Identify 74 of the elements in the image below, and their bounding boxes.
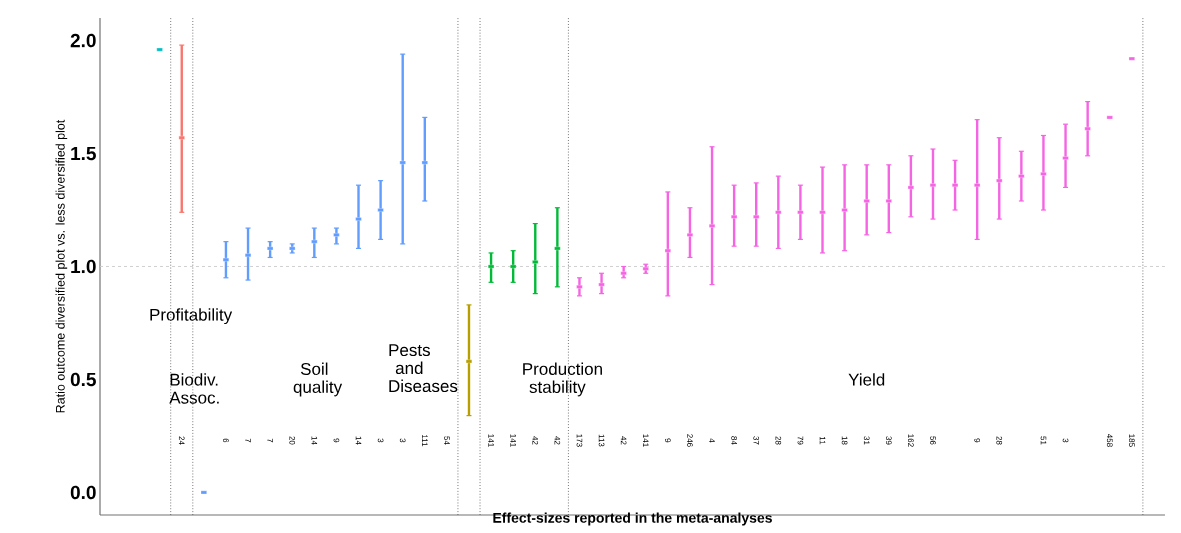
x-tick-label: 28 [775,436,782,445]
point [1084,126,1091,131]
x-tick-label: 54 [444,436,450,445]
y-tick-label: 0.0 [70,485,96,500]
x-tick-label: 111 [422,434,428,447]
point [797,210,804,215]
x-tick-label: 3 [377,438,384,443]
x-tick-label: 113 [598,434,605,447]
point [510,264,517,269]
x-tick-label: 185 [1129,434,1135,447]
x-tick-label: 14 [355,436,362,445]
annotation: Profitability [150,308,233,325]
point [554,246,561,251]
point [996,178,1003,183]
x-tick-label: 141 [488,434,494,447]
x-tick-label: 18 [841,436,848,445]
x-tick-label: 6 [223,438,229,443]
x-tick-label: 9 [333,438,340,443]
y-axis-title: Ratio outcome diversified plot vs. less diversified plot [55,119,68,413]
point [267,246,274,251]
x-tick-label: 24 [178,436,185,445]
x-tick-label: 37 [753,436,760,445]
point [1106,115,1113,120]
point [819,210,826,215]
x-tick-label: 14 [311,436,318,445]
x-tick-label: 84 [731,436,737,445]
x-tick-label: 39 [885,436,892,445]
y-tick-label: 1.5 [71,146,96,161]
x-tick-label: 11 [819,436,826,445]
x-tick-label: 56 [930,436,936,445]
x-tick-label: 42 [554,436,561,445]
x-tick-label: 3 [1062,438,1069,443]
annotation: Biodiv. Assoc. [169,373,219,404]
point [421,160,428,165]
x-tick-label: 246 [687,434,693,447]
y-tick-label: 2.0 [70,33,96,48]
y-tick-label: 0.5 [70,372,96,387]
x-tick-label: 42 [532,436,539,445]
x-tick-label: 28 [996,436,1003,445]
x-axis-title: Effect-sizes reported in the meta-analyses [493,512,772,526]
point [399,160,406,165]
y-tick-label: 1.0 [71,259,96,274]
x-tick-label: 79 [797,436,804,445]
x-tick-label: 42 [620,436,627,445]
annotation: Soil quality [293,362,343,397]
x-tick-label: 4 [709,438,715,443]
point [664,248,671,253]
point [222,257,229,262]
x-tick-label: 7 [245,438,251,443]
point [200,490,207,495]
point [620,271,627,276]
x-tick-label: 173 [576,434,583,447]
point [311,239,318,244]
point [907,185,914,190]
point [156,47,163,52]
x-tick-label: 9 [665,438,671,443]
x-tick-label: 141 [510,434,516,447]
point [488,264,495,269]
x-tick-label: 51 [1040,436,1047,445]
x-tick-label: 31 [863,436,870,445]
x-tick-label: 141 [642,434,649,447]
x-tick-label: 9 [974,438,980,443]
annotation: Pests and Diseases [389,344,458,393]
x-tick-label: 3 [399,438,406,443]
annotation: Production stability [523,362,602,397]
x-tick-label: 20 [289,436,296,445]
point [598,282,605,287]
x-tick-label: 458 [1106,433,1113,447]
annotation: Yield [848,373,885,386]
point [178,135,185,140]
x-tick-label: 162 [908,434,914,447]
x-tick-label: 7 [267,438,273,443]
point [775,210,782,215]
point [1128,56,1135,61]
